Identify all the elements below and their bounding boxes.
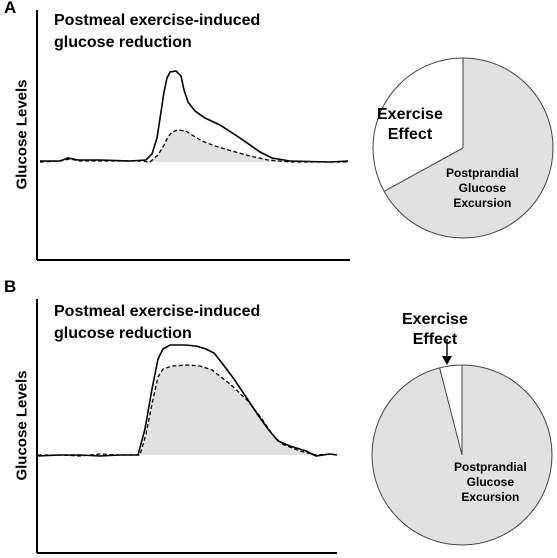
panel-title-line-1: Postmeal exercise-induced xyxy=(54,12,261,29)
panel-title: Postmeal exercise-induced glucose reduct… xyxy=(54,301,260,345)
postprandial-excursion-label: Postprandial Glucose Excursion xyxy=(446,166,519,211)
panel-title: Postmeal exercise-induced glucose reduct… xyxy=(54,10,260,54)
pie-exercise-slice xyxy=(372,58,463,192)
exercise-effect-label: Exercise Effect xyxy=(402,310,468,350)
glucose-curve-chart xyxy=(36,10,554,261)
postprandial-excursion-label-line-1: Postprandial xyxy=(454,460,527,474)
pie-outline xyxy=(371,364,553,546)
panel-a: A Postmeal exercise-induced glucose redu… xyxy=(4,0,554,261)
postprandial-excursion-label-line-3: Excursion xyxy=(461,490,520,504)
pie-excursion-slice xyxy=(384,58,553,238)
exercise-effect-label-line-2: Effect xyxy=(387,126,433,143)
panel-b: B Postmeal exercise-induced glucose redu… xyxy=(0,277,557,558)
pie-divider-line xyxy=(383,147,464,192)
postprandial-excursion-label-line-3: Excursion xyxy=(453,196,512,210)
panel-title-line-1: Postmeal exercise-induced xyxy=(54,303,261,320)
exercise-curve xyxy=(39,129,348,163)
glucose-curve-chart xyxy=(36,299,553,554)
panel-letter: A xyxy=(4,0,17,17)
reduced-glucose-area xyxy=(140,365,316,455)
panel-title-line-2: glucose reduction xyxy=(54,34,192,51)
exercise-effect-label-line-2: Effect xyxy=(412,331,458,348)
postprandial-excursion-label-line-2: Glucose xyxy=(458,181,507,195)
arrowhead-icon xyxy=(442,356,452,365)
exercise-effect-label-line-1: Exercise xyxy=(377,106,443,123)
postprandial-excursion-label-line-2: Glucose xyxy=(466,475,515,489)
pie-outline xyxy=(372,57,554,239)
no-exercise-curve xyxy=(37,344,338,457)
postprandial-excursion-label-line-1: Postprandial xyxy=(446,166,519,180)
panel-title-line-2: glucose reduction xyxy=(54,325,192,342)
exercise-effect-label-line-1: Exercise xyxy=(402,311,468,328)
postprandial-excursion-label: Postprandial Glucose Excursion xyxy=(454,460,527,505)
reduced-glucose-area xyxy=(150,130,290,162)
no-exercise-curve xyxy=(40,70,349,163)
panel-letter: B xyxy=(4,277,17,296)
exercise-effect-label: Exercise Effect xyxy=(377,105,443,145)
pie-divider-line xyxy=(439,367,463,456)
